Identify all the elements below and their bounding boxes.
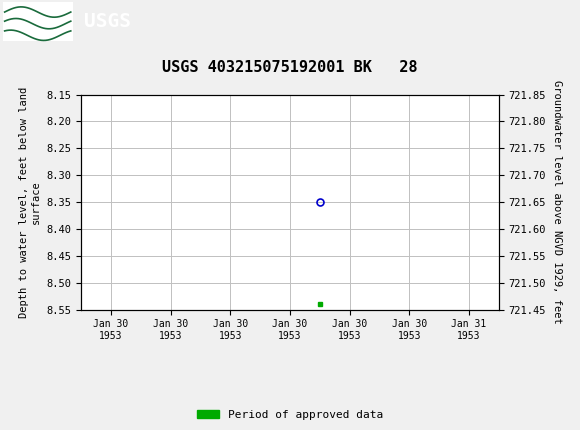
Y-axis label: Depth to water level, feet below land
surface: Depth to water level, feet below land su… (19, 86, 41, 318)
Text: USGS: USGS (84, 12, 131, 31)
Text: USGS 403215075192001 BK   28: USGS 403215075192001 BK 28 (162, 60, 418, 75)
Bar (3, 2, 72, 41)
Legend: Period of approved data: Period of approved data (193, 405, 387, 424)
Y-axis label: Groundwater level above NGVD 1929, feet: Groundwater level above NGVD 1929, feet (552, 80, 561, 324)
